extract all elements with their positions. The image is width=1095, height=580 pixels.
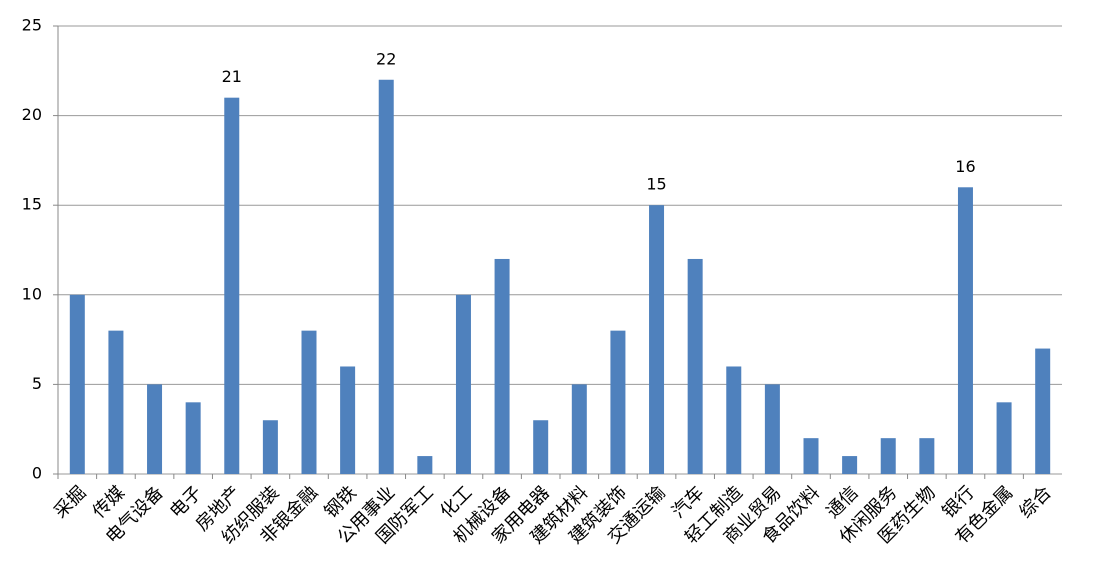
- bar: [571, 384, 587, 474]
- bar: [301, 330, 317, 474]
- bar: [185, 402, 201, 474]
- bar: [803, 438, 819, 474]
- bar: [262, 420, 278, 474]
- bar: [69, 294, 85, 474]
- bar: [1035, 348, 1051, 474]
- bar: [996, 402, 1012, 474]
- bar: [919, 438, 935, 474]
- data-label: 16: [955, 157, 975, 176]
- bar: [957, 187, 973, 474]
- bar: [726, 366, 742, 474]
- bar: [378, 79, 394, 474]
- data-label: 21: [222, 67, 242, 86]
- bar: [340, 366, 356, 474]
- bar: [224, 97, 240, 475]
- y-tick-label: 15: [22, 195, 42, 214]
- y-tick-label: 20: [22, 105, 42, 124]
- bar: [108, 330, 124, 474]
- y-tick-label: 10: [22, 284, 42, 303]
- data-label: 15: [646, 175, 666, 194]
- bar: [494, 258, 510, 474]
- y-tick-label: 0: [32, 464, 42, 483]
- bar: [610, 330, 626, 474]
- bar: [147, 384, 163, 474]
- bar: [764, 384, 780, 474]
- data-label: 22: [376, 49, 396, 68]
- bar: [649, 205, 665, 474]
- bar: [880, 438, 896, 474]
- bar: [842, 456, 858, 474]
- bar: [533, 420, 549, 474]
- bar: [687, 258, 703, 474]
- bar: [417, 456, 433, 474]
- y-tick-label: 5: [32, 374, 42, 393]
- bar: [455, 294, 471, 474]
- y-tick-label: 25: [22, 16, 42, 35]
